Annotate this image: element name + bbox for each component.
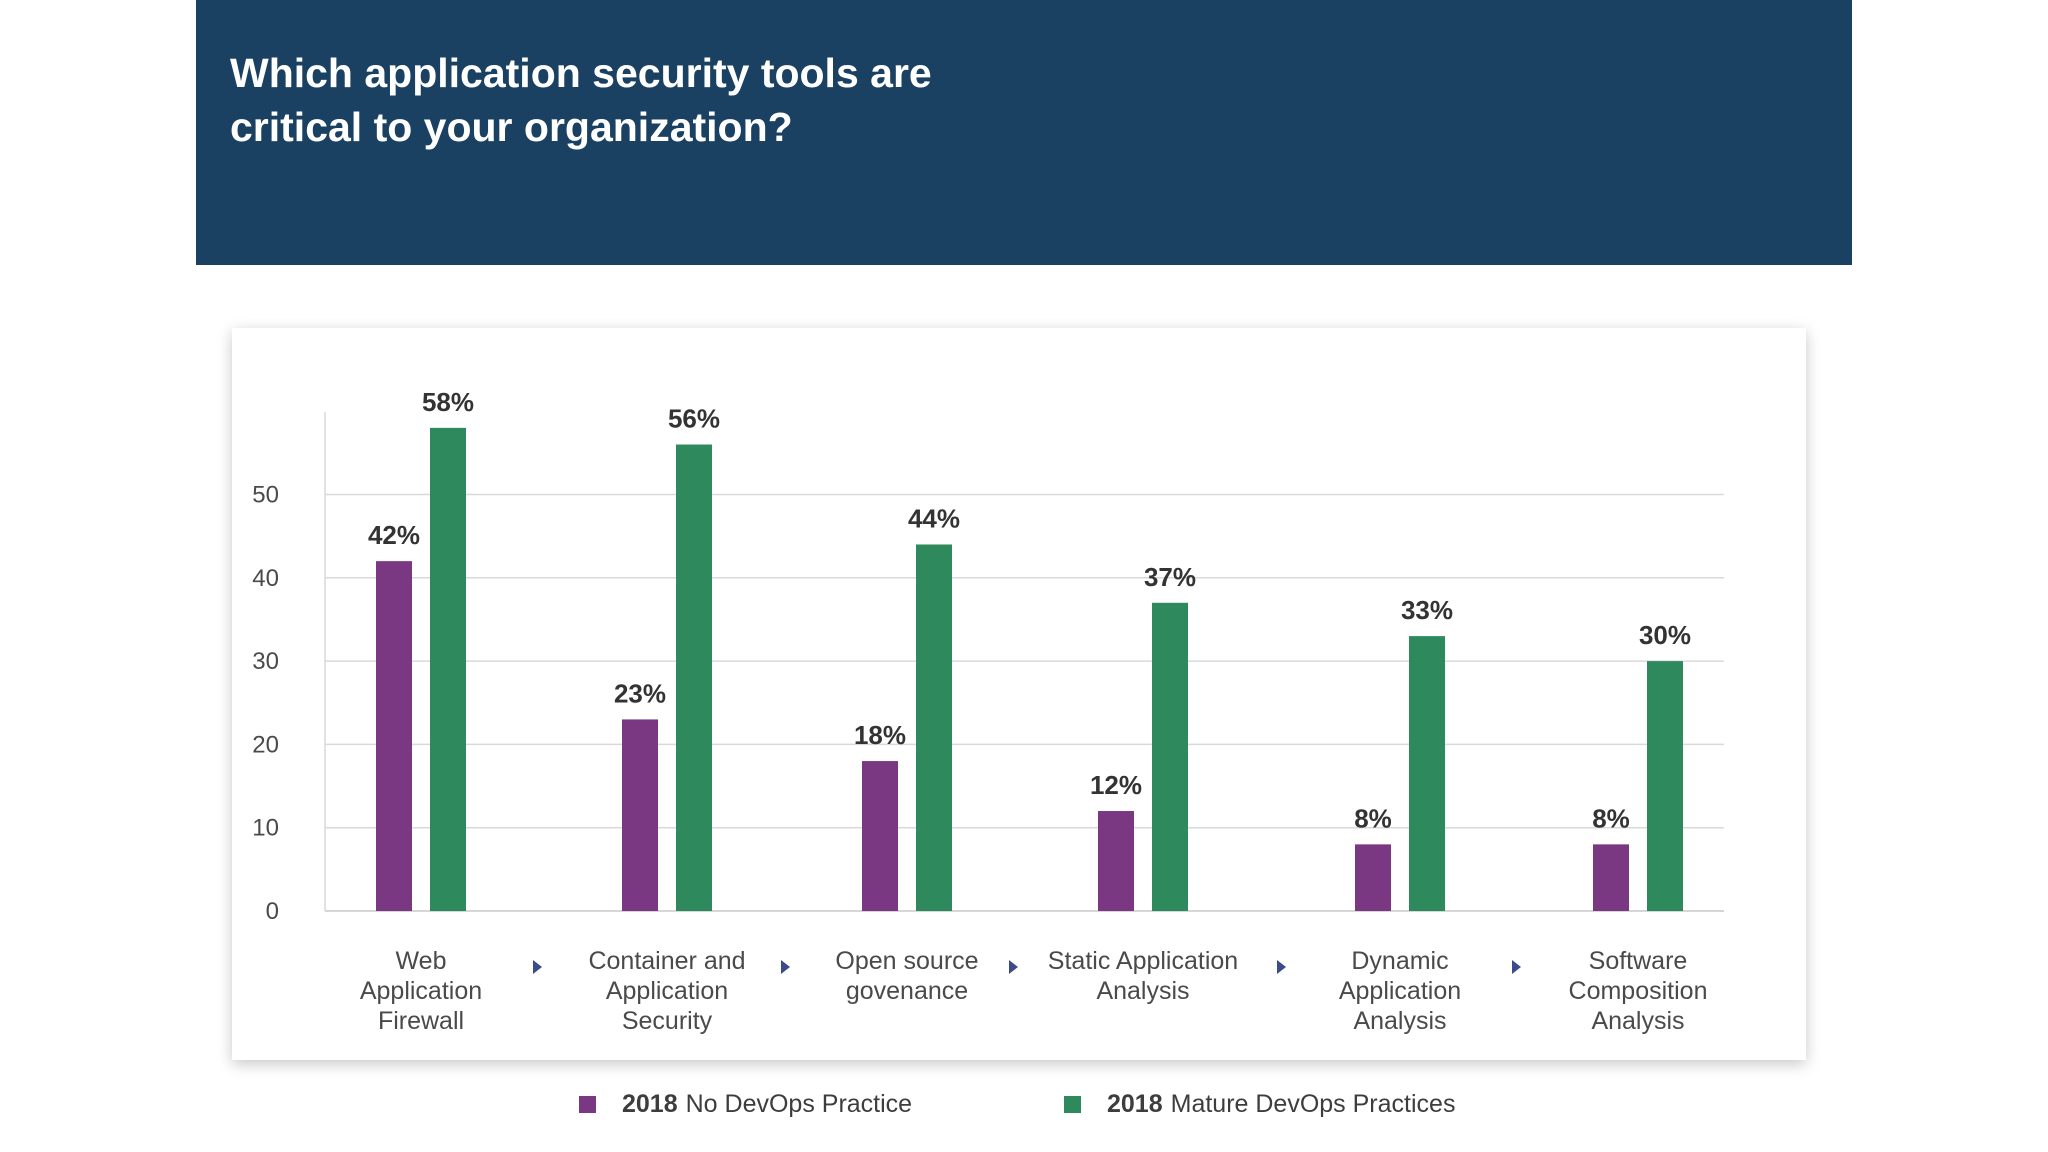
legend-swatch-no-devops bbox=[579, 1095, 596, 1113]
category-label-line: Analysis bbox=[1353, 1007, 1446, 1035]
y-tick-label: 50 bbox=[252, 482, 279, 509]
y-tick-label: 20 bbox=[252, 731, 279, 758]
data-label: 58% bbox=[422, 387, 474, 417]
category-label-line: Static Application bbox=[1048, 947, 1238, 975]
category-label: Dynamic Application Analysis bbox=[1339, 947, 1461, 1035]
bar-mature-devops bbox=[676, 444, 712, 911]
data-label: 18% bbox=[854, 720, 906, 750]
category-label-line: Dynamic bbox=[1351, 947, 1448, 975]
y-tick-label: 30 bbox=[252, 648, 279, 675]
category-label-line: Security bbox=[622, 1007, 713, 1035]
legend-year: 2018 bbox=[1107, 1089, 1163, 1118]
chart-legend: 2018 No DevOps Practice 2018 Mature DevO… bbox=[0, 1088, 2048, 1120]
legend-year: 2018 bbox=[622, 1089, 678, 1118]
bar-no-devops bbox=[1355, 844, 1391, 911]
category-label-line: Application bbox=[606, 977, 728, 1005]
title-line-2: critical to your organization? bbox=[230, 104, 793, 150]
bar-no-devops bbox=[1098, 811, 1134, 911]
bar-no-devops bbox=[1593, 844, 1629, 911]
bar-mature-devops bbox=[1152, 602, 1188, 911]
legend-item-no-devops: 2018 No DevOps Practice bbox=[579, 1088, 912, 1120]
triangle-right-icon bbox=[1512, 960, 1521, 974]
bar-mature-devops bbox=[1647, 661, 1683, 911]
category-label: Open source govenance bbox=[835, 947, 978, 1005]
data-label: 8% bbox=[1592, 803, 1630, 833]
header-banner: Which application security tools are cri… bbox=[196, 0, 1852, 265]
triangle-right-icon bbox=[781, 960, 790, 974]
category-label: Software Composition Analysis bbox=[1569, 947, 1708, 1035]
title-line-1: Which application security tools are bbox=[230, 50, 932, 96]
category-label-line: Analysis bbox=[1096, 977, 1189, 1005]
legend-item-mature-devops: 2018 Mature DevOps Practices bbox=[1064, 1088, 1455, 1120]
triangle-right-icon bbox=[1009, 960, 1018, 974]
category-label-line: Software bbox=[1589, 947, 1688, 975]
y-tick-label: 40 bbox=[252, 565, 279, 592]
data-label: 42% bbox=[368, 520, 420, 550]
data-label: 12% bbox=[1090, 770, 1142, 800]
category-label-line: Application bbox=[1339, 977, 1461, 1005]
category-label-line: Firewall bbox=[378, 1007, 464, 1035]
legend-swatch-mature-devops bbox=[1064, 1095, 1081, 1113]
category-label-line: Analysis bbox=[1591, 1007, 1684, 1035]
triangle-right-icon bbox=[533, 960, 542, 974]
data-label: 44% bbox=[908, 503, 960, 533]
category-label-line: govenance bbox=[846, 977, 968, 1005]
category-label-line: Application bbox=[360, 977, 482, 1005]
data-label: 30% bbox=[1639, 620, 1691, 650]
bar-no-devops bbox=[376, 561, 412, 911]
triangle-right-icon bbox=[1277, 960, 1286, 974]
category-label-line: Open source bbox=[835, 947, 978, 975]
bar-mature-devops bbox=[1409, 636, 1445, 911]
data-label: 56% bbox=[668, 404, 720, 434]
page-title: Which application security tools are cri… bbox=[230, 46, 1130, 154]
bar-mature-devops bbox=[916, 544, 952, 911]
legend-label: No DevOps Practice bbox=[685, 1089, 913, 1118]
y-tick-label: 10 bbox=[252, 815, 279, 842]
legend-label: Mature DevOps Practices bbox=[1170, 1089, 1456, 1118]
bar-no-devops bbox=[862, 761, 898, 911]
category-label: Web Application Firewall bbox=[360, 947, 482, 1035]
data-label: 23% bbox=[614, 678, 666, 708]
category-label-line: Web bbox=[396, 947, 447, 975]
category-label: Static Application Analysis bbox=[1048, 947, 1238, 1005]
chart-card: 0 10 20 30 40 50 42% 23% 18% 12% 8% 8% 58% 56% 44% 37% 3… bbox=[232, 328, 1806, 1060]
bar-mature-devops bbox=[430, 427, 466, 911]
y-tick-label: 0 bbox=[266, 898, 279, 925]
data-label: 8% bbox=[1354, 803, 1392, 833]
bar-no-devops bbox=[622, 719, 658, 911]
category-label: Container and Application Security bbox=[588, 947, 745, 1035]
category-label-line: Container and bbox=[588, 947, 745, 975]
data-label: 37% bbox=[1144, 562, 1196, 592]
data-label: 33% bbox=[1401, 595, 1453, 625]
bar-chart: 0 10 20 30 40 50 42% 23% 18% 12% 8% 8% 58% 56% 44% 37% 3… bbox=[252, 387, 1724, 1035]
category-label-line: Composition bbox=[1569, 977, 1708, 1005]
